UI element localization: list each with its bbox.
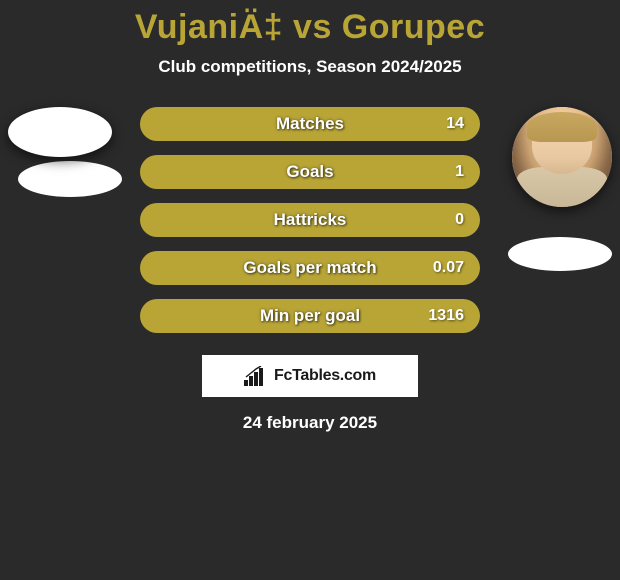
brand-text: FcTables.com bbox=[274, 367, 376, 385]
stat-right-value: 0.07 bbox=[424, 259, 464, 277]
avatar-photo bbox=[512, 107, 612, 207]
stat-label: Goals per match bbox=[243, 258, 376, 278]
stat-label: Matches bbox=[276, 114, 344, 134]
decoration-left-oval bbox=[18, 161, 122, 197]
stat-right-value: 1 bbox=[424, 163, 464, 181]
player-left-avatar bbox=[8, 107, 112, 157]
stat-label: Min per goal bbox=[260, 306, 360, 326]
fctables-logo-icon bbox=[244, 366, 268, 386]
date-label: 24 february 2025 bbox=[0, 413, 620, 433]
stat-right-value: 14 bbox=[424, 115, 464, 133]
stat-right-value: 0 bbox=[424, 211, 464, 229]
page-subtitle: Club competitions, Season 2024/2025 bbox=[0, 57, 620, 77]
stat-row-min-per-goal: Min per goal 1316 bbox=[140, 299, 480, 333]
stat-row-hattricks: Hattricks 0 bbox=[140, 203, 480, 237]
comparison-card: VujaniÄ‡ vs Gorupec Club competitions, S… bbox=[0, 0, 620, 433]
stat-right-value: 1316 bbox=[424, 307, 464, 325]
player-right-avatar bbox=[512, 107, 612, 207]
page-title: VujaniÄ‡ vs Gorupec bbox=[0, 8, 620, 47]
stat-label: Hattricks bbox=[274, 210, 347, 230]
stat-label: Goals bbox=[286, 162, 333, 182]
stat-row-goals: Goals 1 bbox=[140, 155, 480, 189]
stat-row-goals-per-match: Goals per match 0.07 bbox=[140, 251, 480, 285]
stat-row-matches: Matches 14 bbox=[140, 107, 480, 141]
decoration-right-oval bbox=[508, 237, 612, 271]
brand-badge[interactable]: FcTables.com bbox=[202, 355, 418, 397]
stats-area: Matches 14 Goals 1 Hattricks 0 Goals per… bbox=[0, 107, 620, 433]
stat-bars: Matches 14 Goals 1 Hattricks 0 Goals per… bbox=[140, 107, 480, 333]
